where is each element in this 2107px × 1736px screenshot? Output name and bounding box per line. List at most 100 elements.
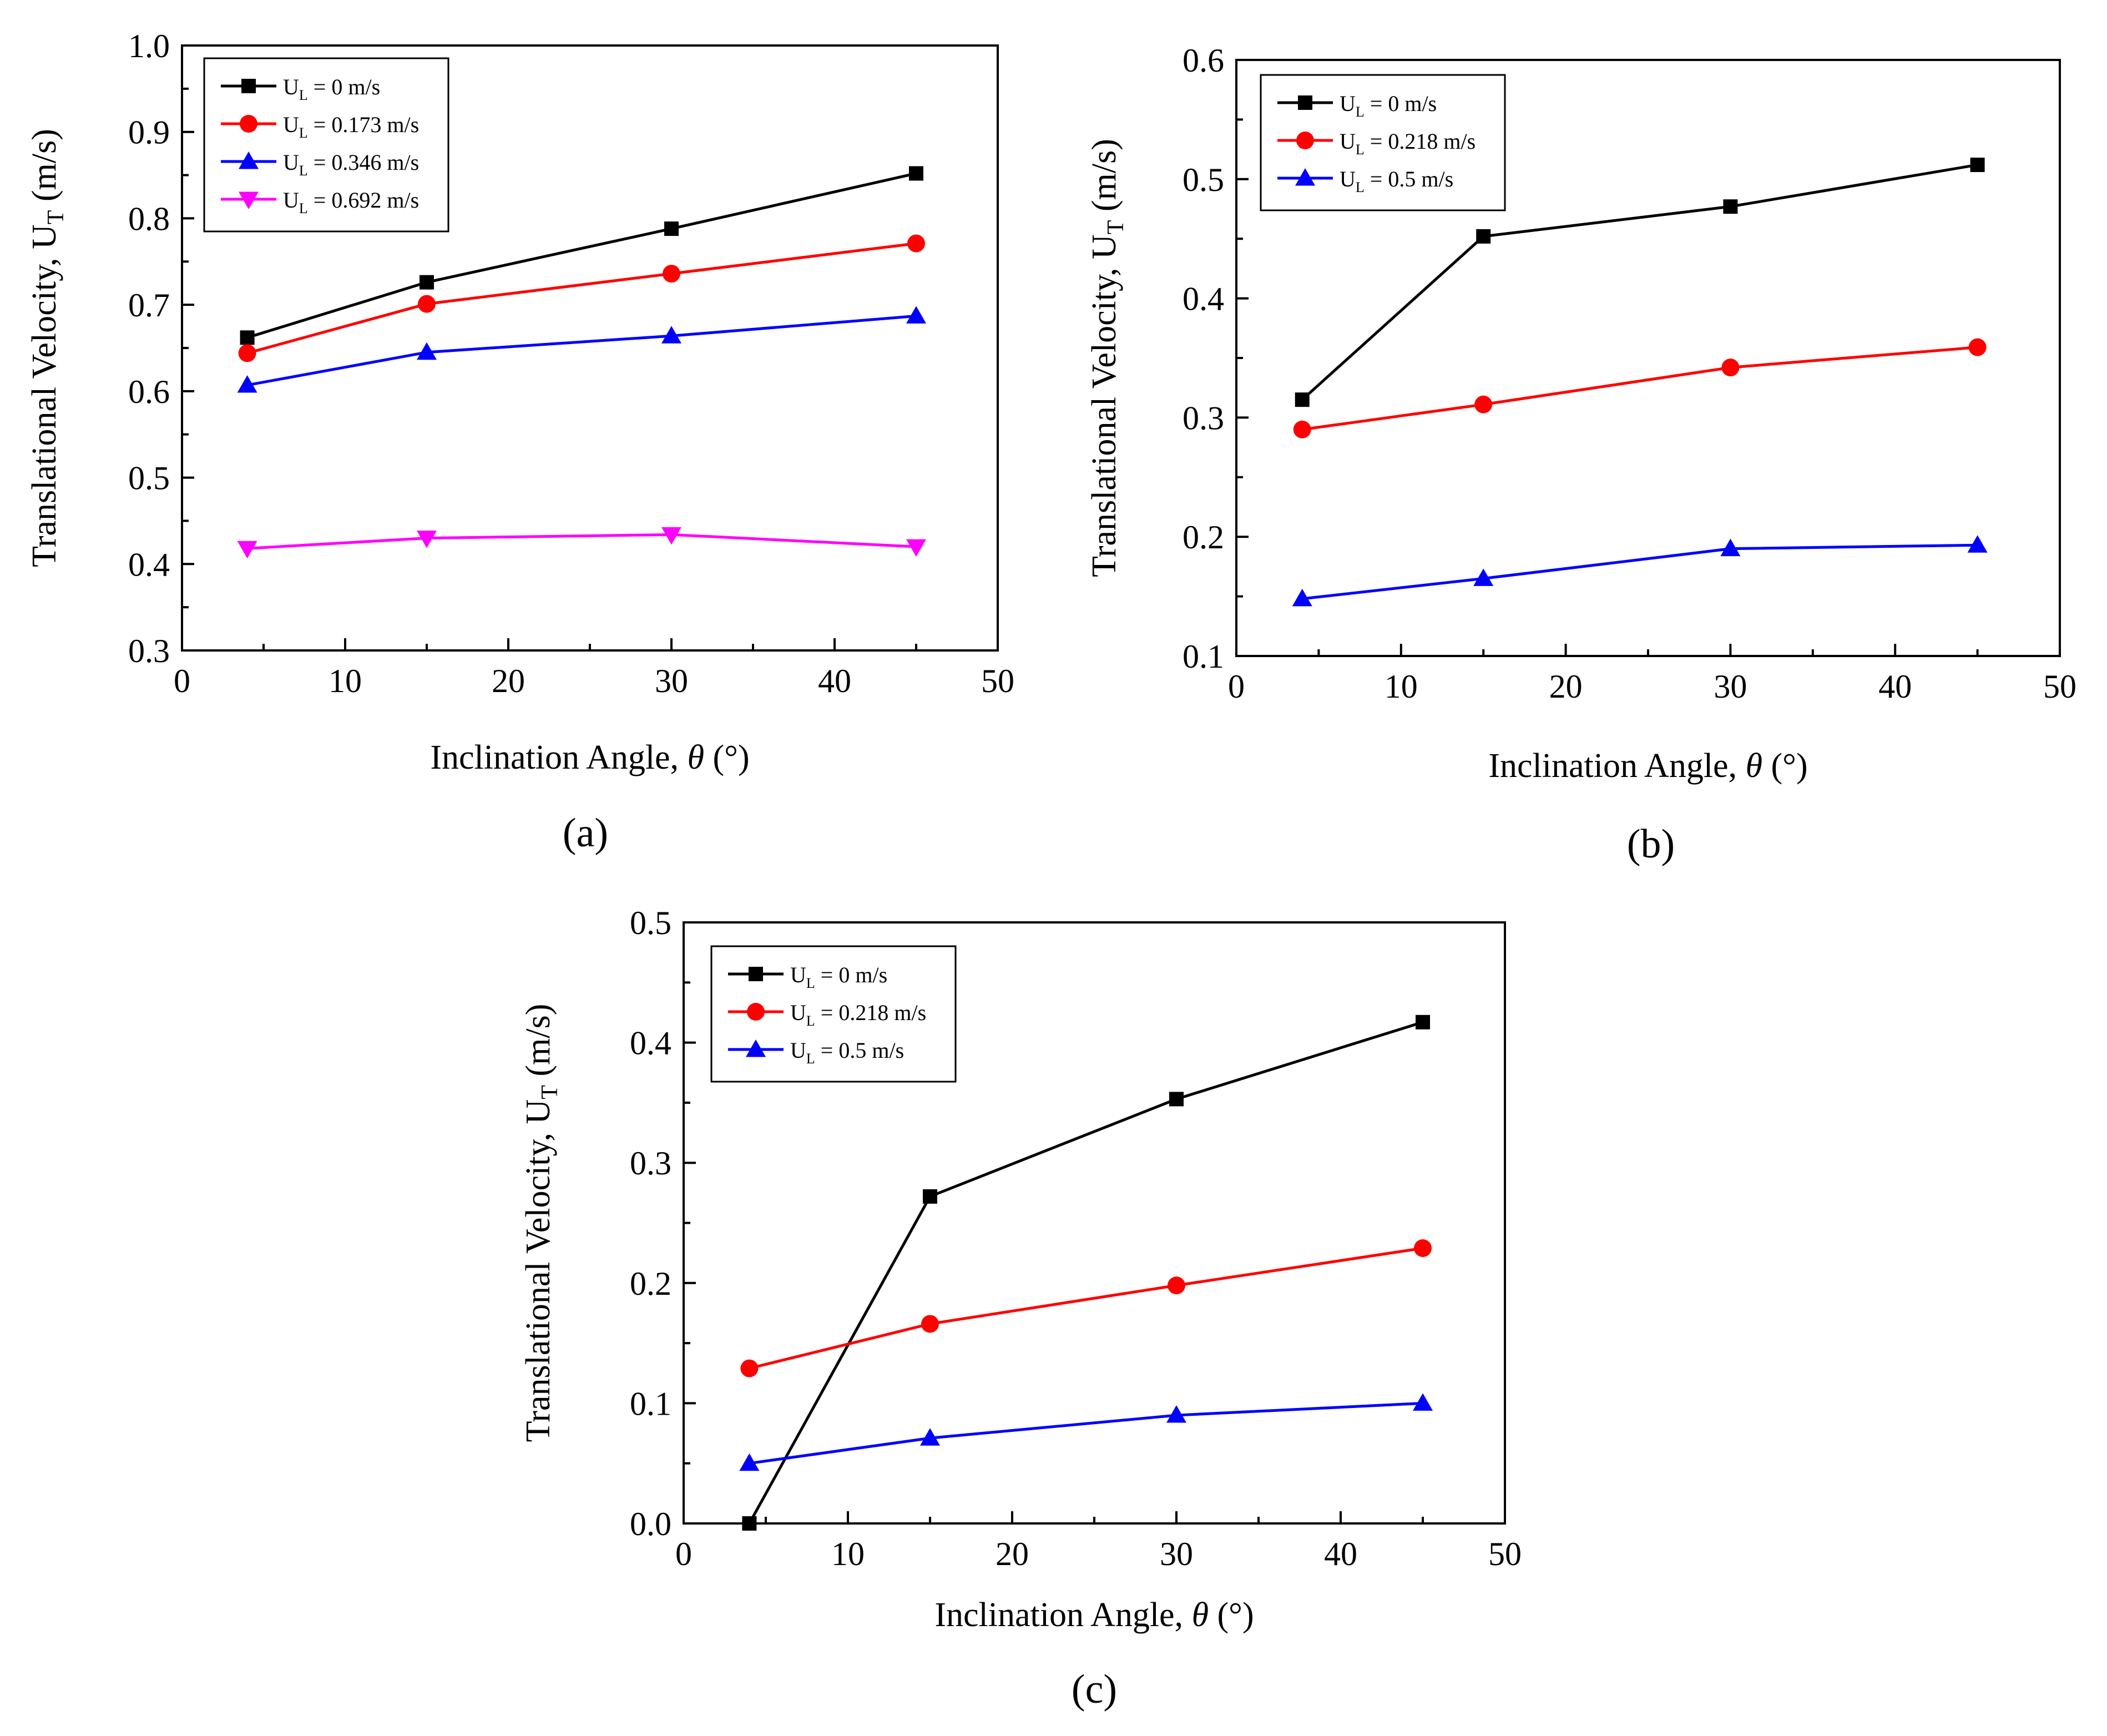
plot-frame bbox=[1235, 59, 2061, 657]
legend-label: UL = 0.346 m/s bbox=[283, 150, 419, 179]
data-point bbox=[1166, 1405, 1186, 1423]
data-point bbox=[1416, 1015, 1430, 1030]
data-point bbox=[1293, 420, 1311, 438]
data-point bbox=[418, 295, 436, 313]
legend-marker bbox=[746, 1039, 766, 1057]
data-point bbox=[1968, 338, 1987, 356]
data-point bbox=[923, 1189, 937, 1204]
data-point bbox=[238, 344, 256, 362]
legend-marker bbox=[240, 115, 257, 133]
data-point bbox=[663, 265, 680, 283]
data-point bbox=[1168, 1276, 1185, 1295]
series-line bbox=[246, 242, 917, 355]
data-point bbox=[740, 1359, 759, 1377]
legend-label: UL = 0.5 m/s bbox=[1340, 166, 1453, 195]
series-3 bbox=[1292, 535, 1988, 607]
y-tick-label: 0.2 bbox=[1183, 519, 1224, 556]
chart-panel-2: 0 10 20 30 40 500.10.20.30.40.50.6UL = 0 m/sU… bbox=[1085, 42, 2076, 867]
legend-marker bbox=[241, 79, 256, 93]
data-point bbox=[739, 1453, 760, 1471]
data-point bbox=[661, 527, 681, 545]
data-point bbox=[417, 531, 437, 548]
chart-panel-1: 0 10 20 30 40 50 0.3 0.4 0.5 0.6 0.7 0.8 0.9 1.0 UL = … bbox=[26, 28, 1014, 856]
legend: UL = 0 m/s UL = 0.218 m/s UL = 0.5 m/s bbox=[710, 945, 957, 1083]
legend-label: UL = 0.218 m/s bbox=[790, 1000, 926, 1029]
legend-label: UL = 0 m/s bbox=[790, 962, 887, 991]
data-point bbox=[1723, 199, 1738, 214]
series-2 bbox=[740, 1239, 1432, 1377]
legend-label: UL = 0.173 m/s bbox=[283, 112, 419, 141]
data-point bbox=[1414, 1239, 1432, 1257]
x-tick-label: 20 bbox=[1549, 668, 1583, 705]
data-point bbox=[240, 330, 255, 345]
y-tick-label: 0.6 bbox=[128, 374, 170, 410]
series-line bbox=[1302, 543, 1978, 600]
y-axis-label: Translational Velocity, UT (m/s) bbox=[1085, 139, 1129, 577]
data-point bbox=[1474, 395, 1493, 413]
series-line bbox=[1302, 346, 1978, 431]
data-point bbox=[920, 1428, 940, 1446]
y-tick-label: 0.4 bbox=[128, 546, 170, 583]
data-point bbox=[907, 234, 925, 253]
x-tick-label: 30 bbox=[1714, 668, 1747, 705]
data-point bbox=[909, 166, 923, 181]
series-line bbox=[247, 533, 917, 550]
x-axis-label: Inclination Angle, θ (°) bbox=[934, 1596, 1254, 1634]
legend-marker bbox=[749, 967, 763, 981]
data-point bbox=[237, 375, 257, 393]
legend-marker bbox=[1298, 95, 1312, 110]
y-tick-label: 0.5 bbox=[128, 460, 170, 497]
y-axis-label: Translational Velocity, UT (m/s) bbox=[519, 1004, 563, 1442]
y-tick-label: 0.5 bbox=[630, 905, 671, 941]
x-axis-label: Inclination Angle, θ (°) bbox=[430, 739, 749, 776]
x-tick-label: 40 bbox=[1324, 1536, 1357, 1572]
y-tick-label: 0.4 bbox=[1183, 281, 1224, 317]
y-tick-label: 0.9 bbox=[128, 114, 170, 151]
legend-label: UL = 0 m/s bbox=[1340, 91, 1437, 120]
data-point bbox=[1476, 229, 1491, 244]
x-tick-label: 20 bbox=[996, 1536, 1029, 1572]
x-tick-label: 10 bbox=[831, 1536, 865, 1572]
legend-label: UL = 0 m/s bbox=[283, 74, 380, 103]
data-point bbox=[921, 1315, 939, 1333]
panel-label: (c) bbox=[1072, 1667, 1117, 1712]
series-1 bbox=[240, 166, 923, 345]
series-3 bbox=[739, 1393, 1433, 1471]
x-tick-label: 40 bbox=[1878, 668, 1912, 705]
series-line bbox=[749, 1247, 1423, 1370]
data-point bbox=[906, 306, 926, 324]
data-point bbox=[664, 221, 679, 236]
y-tick-label: 0.1 bbox=[630, 1385, 671, 1422]
y-tick-label: 0.0 bbox=[630, 1506, 671, 1542]
series-1 bbox=[1295, 158, 1985, 407]
y-tick-label: 0.3 bbox=[630, 1145, 671, 1182]
y-tick-label: 0.3 bbox=[128, 633, 170, 669]
data-point bbox=[1970, 158, 1985, 173]
series-1 bbox=[742, 1015, 1430, 1531]
plot-frame bbox=[683, 921, 1506, 1525]
legend-marker bbox=[239, 152, 259, 169]
series-2 bbox=[238, 234, 925, 362]
data-point bbox=[1169, 1092, 1184, 1107]
data-point bbox=[420, 275, 434, 290]
y-tick-label: 0.4 bbox=[630, 1025, 671, 1062]
y-tick-label: 0.6 bbox=[1183, 42, 1224, 79]
x-axis-label: Inclination Angle, θ (°) bbox=[1488, 747, 1807, 785]
y-tick-label: 0.8 bbox=[128, 200, 170, 237]
chart-panel-3: 0 10 20 30 40 500.00.10.20.30.40.5UL = 0 m/sU… bbox=[519, 905, 1522, 1712]
series-line bbox=[246, 172, 917, 339]
x-tick-label: 50 bbox=[1488, 1536, 1522, 1572]
legend-label: UL = 0.692 m/s bbox=[283, 188, 419, 216]
data-point bbox=[1473, 568, 1494, 586]
x-tick-label: 10 bbox=[329, 663, 362, 699]
panel-label: (b) bbox=[1627, 821, 1675, 867]
data-point bbox=[1720, 538, 1741, 557]
y-tick-label: 0.1 bbox=[1183, 638, 1224, 675]
series-line bbox=[247, 314, 917, 387]
x-tick-label: 50 bbox=[981, 663, 1014, 699]
series-3 bbox=[237, 306, 926, 393]
y-tick-label: 0.7 bbox=[128, 287, 170, 324]
y-tick-label: 1.0 bbox=[128, 28, 170, 64]
legend: UL = 0 m/s UL = 0.218 m/s UL = 0.5 m/s bbox=[1260, 74, 1506, 211]
